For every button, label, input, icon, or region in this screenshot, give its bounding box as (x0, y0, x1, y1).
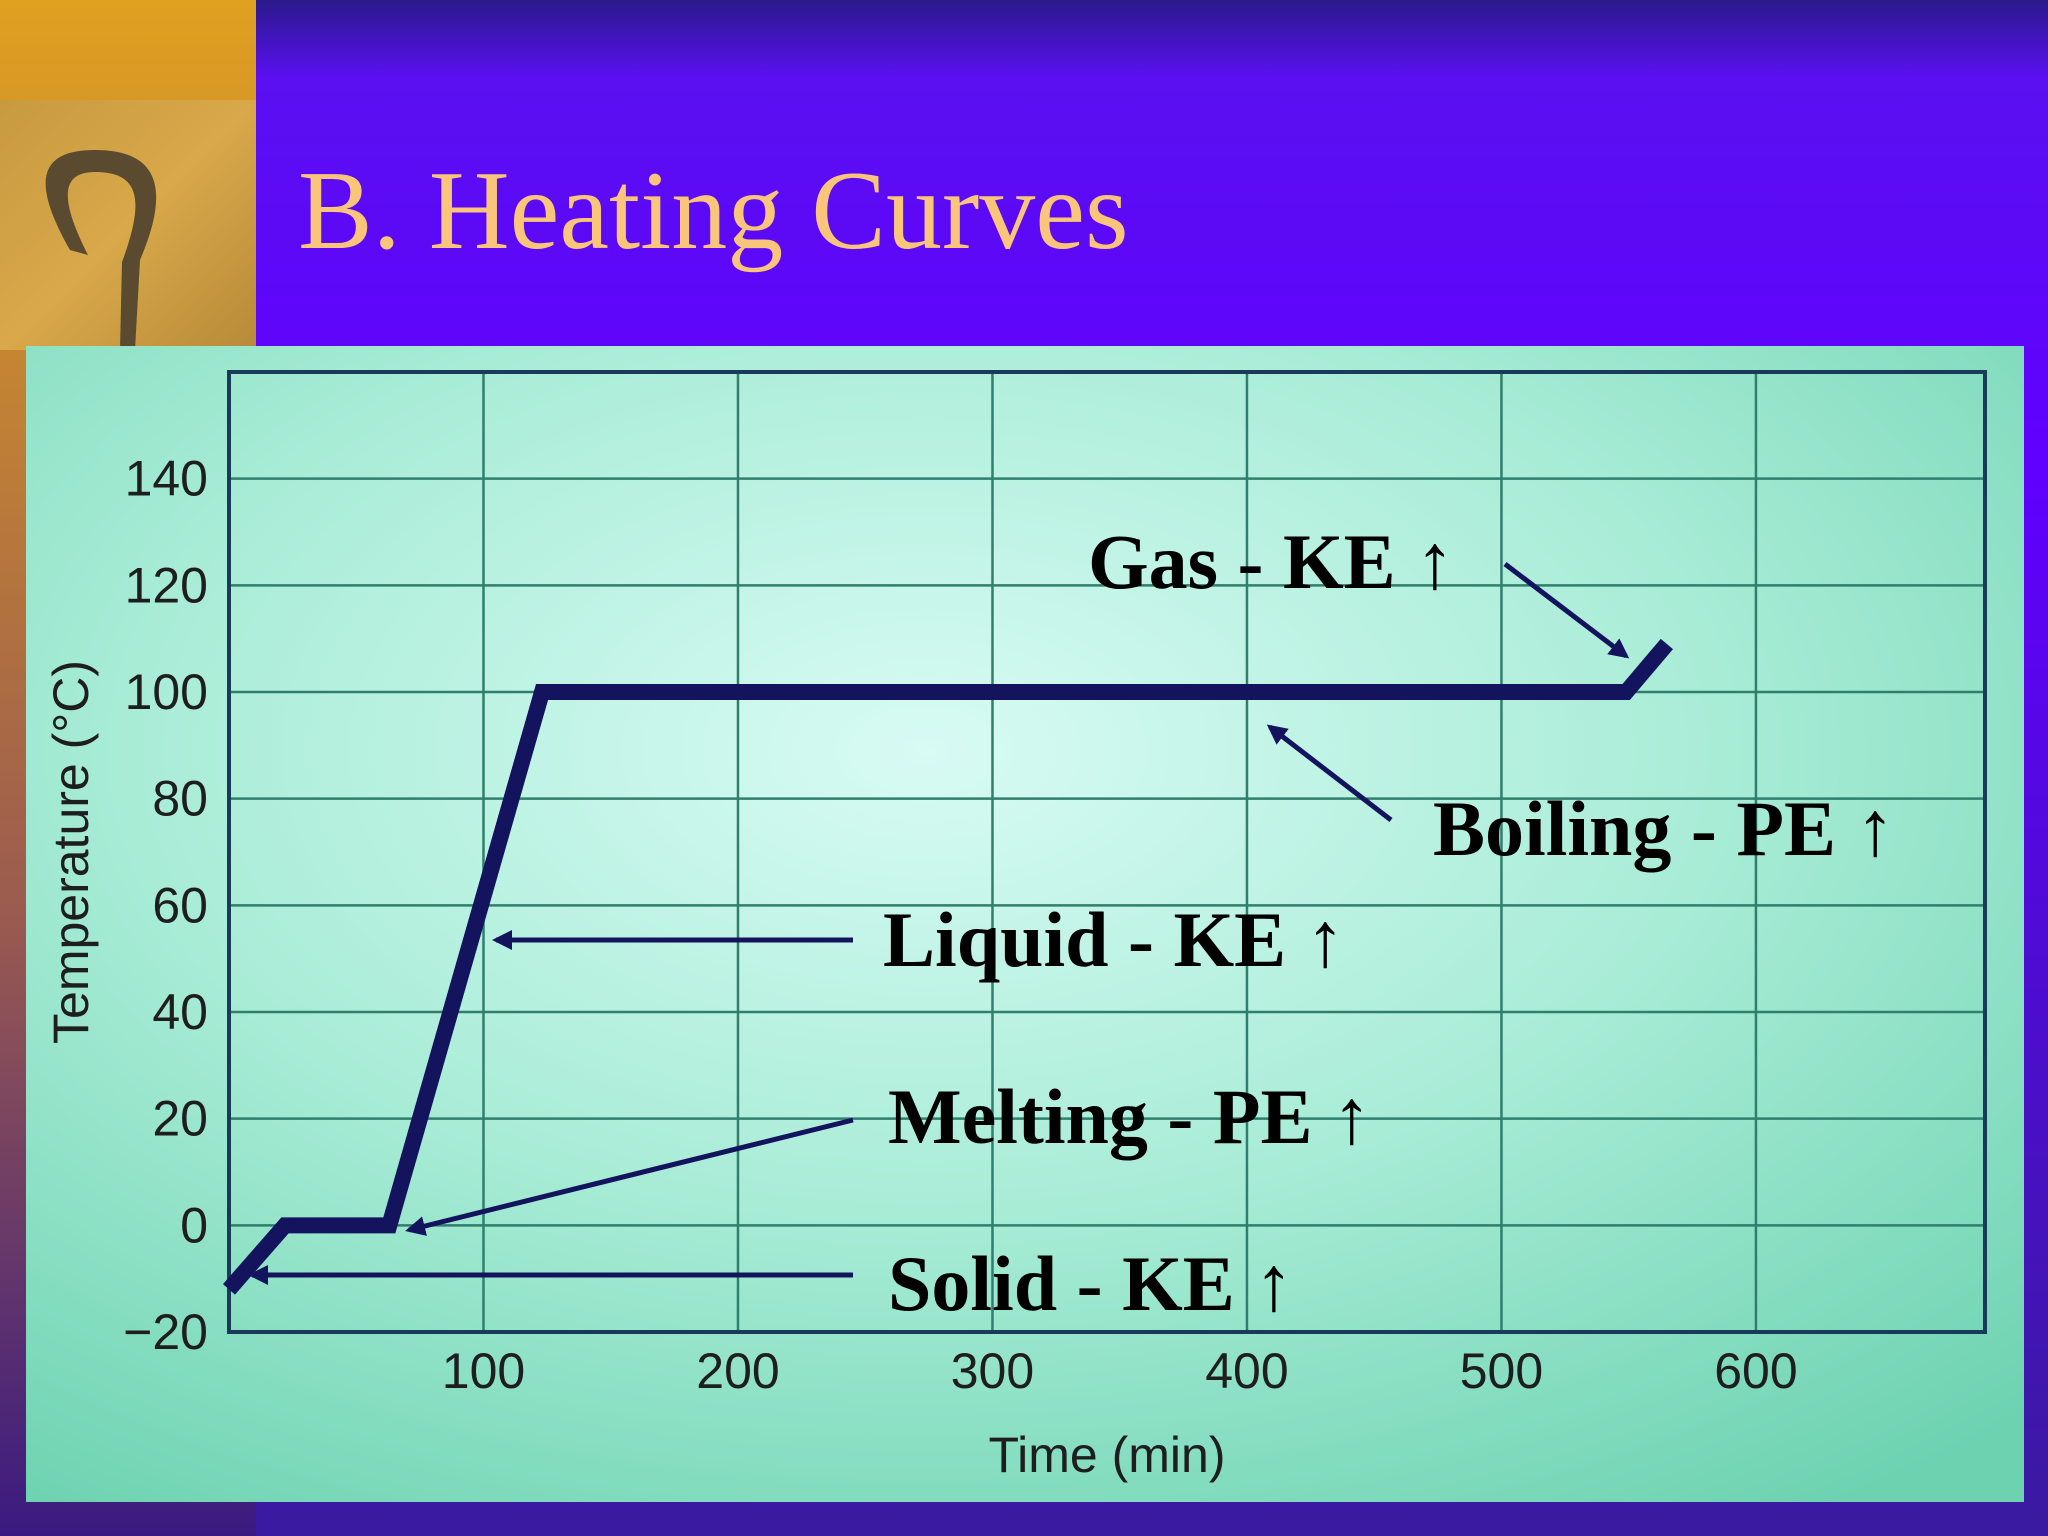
plot-frame (227, 370, 1987, 1334)
annotation: Gas - KE ↑ (1088, 518, 1454, 605)
handle-image (45, 150, 157, 350)
annotation-arrow (1503, 562, 1630, 659)
y-tick-label: −20 (123, 1304, 208, 1360)
annotation: Boiling - PE ↑ (1433, 785, 1895, 872)
heating-curve (222, 638, 1673, 1295)
y-tick-label: 140 (125, 451, 208, 507)
y-tick-label: 80 (152, 771, 208, 827)
y-tick-label: 20 (152, 1091, 208, 1147)
plot: −20 0 20 40 60 80 100 120 140 100 200 300 400 500 600 G… (123, 370, 1987, 1399)
x-axis-label: Time (min) (988, 1427, 1225, 1483)
y-tick-label: 0 (180, 1197, 208, 1253)
x-tick-label: 300 (951, 1343, 1034, 1399)
chart-panel (26, 346, 2024, 1502)
annotation-arrow (405, 1117, 854, 1236)
y-axis-label: Temperature (°C) (43, 660, 99, 1044)
y-tick-label: 40 (152, 984, 208, 1040)
y-tick-label: 120 (125, 557, 208, 613)
x-tick-label: 200 (696, 1343, 779, 1399)
slide-title: B. Heating Curves (298, 149, 1129, 273)
x-tick-label: 100 (442, 1343, 525, 1399)
y-tick-label: 60 (152, 877, 208, 933)
y-tick-label: 100 (125, 664, 208, 720)
annotation-arrow (1266, 724, 1393, 822)
annotation: Solid - KE ↑ (888, 1240, 1293, 1327)
x-tick-label: 600 (1714, 1343, 1797, 1399)
annotation: Liquid - KE ↑ (883, 896, 1345, 983)
x-tick-label: 500 (1460, 1343, 1543, 1399)
x-tick-label: 400 (1205, 1343, 1288, 1399)
annotation: Melting - PE ↑ (888, 1073, 1371, 1160)
